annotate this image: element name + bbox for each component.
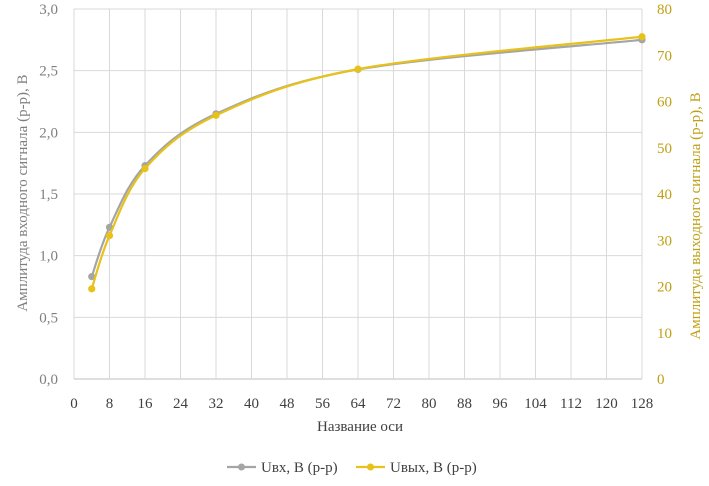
x-tick-label: 88 (457, 396, 472, 412)
grid (73, 8, 643, 380)
legend-entry-uin: Uвх, В (p-p) (227, 460, 338, 476)
legend-marker-uout (367, 463, 374, 471)
data-point (141, 164, 149, 173)
data-point (638, 33, 646, 41)
x-tick-label: 8 (106, 396, 114, 412)
y-axis-ticks: 0,0 0,5 1,0 1,5 2,0 2,5 3,0 (39, 2, 58, 388)
x-tick-label: 56 (315, 396, 331, 412)
data-point (88, 285, 96, 293)
y2-tick-label: 0 (657, 372, 665, 388)
x-axis-title: Название оси (317, 419, 403, 435)
x-tick-label: 0 (70, 396, 78, 412)
x-tick-label: 48 (280, 396, 295, 412)
y-tick-label: 2,0 (39, 125, 58, 141)
x-tick-label: 112 (560, 396, 582, 412)
legend-label-uin: Uвх, В (p-p) (261, 460, 338, 476)
x-tick-label: 64 (351, 396, 367, 412)
x-tick-label: 40 (244, 396, 259, 412)
y2-axis-ticks: 0 10 20 30 40 50 60 70 80 (657, 2, 672, 388)
x-tick-label: 96 (493, 396, 509, 412)
x-tick-label: 16 (138, 396, 154, 412)
data-point (212, 111, 220, 119)
data-point (354, 65, 362, 73)
y2-tick-label: 30 (657, 233, 672, 249)
y-tick-label: 3,0 (39, 2, 58, 18)
series-uout (88, 33, 646, 293)
series-layer (88, 33, 646, 293)
series-uin (88, 36, 646, 281)
y-tick-label: 1,0 (39, 249, 58, 265)
y2-tick-label: 60 (657, 95, 672, 111)
x-tick-label: 80 (422, 396, 437, 412)
y-tick-label: 0,0 (39, 372, 58, 388)
y-tick-label: 1,5 (39, 187, 58, 203)
legend-marker-uin (238, 463, 245, 471)
x-tick-label: 128 (631, 396, 654, 412)
y2-tick-label: 70 (657, 48, 672, 64)
series-line (90, 35, 643, 290)
legend-entry-uout: Uвых, В (p-p) (356, 460, 477, 476)
y2-tick-label: 40 (657, 187, 672, 203)
legend: Uвх, В (p-p) Uвых, В (p-p) (227, 460, 477, 476)
y-tick-label: 2,5 (39, 64, 58, 80)
data-point (88, 273, 96, 281)
data-point (105, 232, 114, 240)
x-tick-label: 104 (524, 396, 547, 412)
legend-label-uout: Uвых, В (p-p) (390, 460, 477, 476)
x-tick-label: 32 (209, 396, 224, 412)
x-tick-label: 72 (386, 396, 401, 412)
x-tick-label: 120 (595, 396, 618, 412)
y-tick-label: 0,5 (39, 310, 58, 326)
series-line (90, 38, 643, 278)
x-tick-label: 24 (173, 396, 189, 412)
y2-axis-title: Амплитуда выходного сигнала (p-p), В (688, 92, 704, 339)
y2-tick-label: 20 (657, 280, 672, 296)
x-axis-ticks: 0 8 16 24 32 40 48 56 64 72 80 88 96 104 112 120 128 (70, 396, 653, 412)
y2-tick-label: 80 (657, 2, 672, 18)
y2-tick-label: 10 (657, 326, 672, 342)
y2-tick-label: 50 (657, 141, 672, 157)
y-axis-title: Амплитуда входного сигнала (p-p), В (15, 74, 31, 311)
